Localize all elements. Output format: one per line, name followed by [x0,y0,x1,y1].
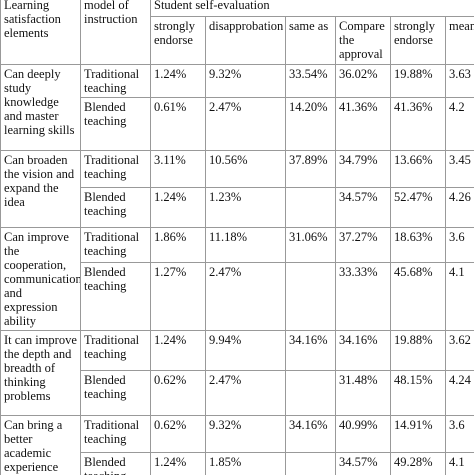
header-cell: model of instruction [80,0,151,65]
value-cell: 41.36% [335,97,391,151]
value-cell: 0.62% [150,415,206,453]
value-cell: 3.6 [444,415,474,453]
element-cell: Can broaden the vision and expand the id… [0,150,81,228]
value-cell: 1.24% [150,330,206,371]
row: Blended teaching 0.62% 2.47% 31.48% 48.15% 4.… [1,370,474,416]
value-cell: 2.47% [205,370,286,416]
value-cell: 3.6 [444,226,474,264]
value-cell: 3.45 [444,150,474,188]
row: Can bring a better academic experience Tr… [0,415,474,475]
model-cell: Blended teaching [80,452,151,475]
value-cell: 19.88% [390,330,446,371]
value-cell: 14.91% [390,415,446,453]
subheader-cell: Compare the approval [335,16,391,65]
value-cell: 4.24 [444,370,474,416]
model-cell: Traditional teaching [80,330,151,371]
element-cell: Can bring a better academic experience [0,415,81,475]
value-cell: 1.24% [150,187,206,228]
value-cell: 1.86% [150,226,206,264]
value-cell: 3.63 [444,64,474,98]
value-cell: 1.24% [150,64,206,98]
value-cell: 10.56% [205,150,286,188]
value-cell: 33.33% [335,262,391,331]
subheader-cell: same as [285,16,336,65]
model-cell: Blended teaching [80,370,151,416]
value-cell: 45.68% [390,262,446,331]
model-cell: Traditional teaching [80,415,151,453]
value-cell: 33.54% [285,64,336,98]
value-cell: 4.1 [444,262,474,331]
value-cell: 9.32% [205,415,286,453]
model-cell: Blended teaching [80,97,151,151]
value-cell [285,187,336,228]
model-cell: Blended teaching [80,262,151,331]
value-cell: 37.27% [335,226,391,264]
value-cell: 0.61% [150,97,206,151]
value-cell: 31.48% [335,370,391,416]
value-cell: 9.32% [205,64,286,98]
subheader-cell: mean [444,16,474,65]
value-cell: 1.85% [205,452,286,475]
header-cell: Learning satisfaction elements [0,0,81,65]
value-cell: 9.94% [205,330,286,371]
value-cell: 52.47% [390,187,446,228]
value-cell: 4.26 [444,187,474,228]
row: Can deeply study knowledge and master le… [0,64,474,151]
header-cell: Student self-evaluation [149,0,474,17]
value-cell: 13.66% [390,150,446,188]
value-cell: 34.16% [285,415,336,453]
element-cell: Can improve the cooperation, communicati… [0,227,81,331]
row: Can improve the cooperation, communicati… [0,226,474,331]
value-cell: 31.06% [285,226,336,264]
value-cell: 34.16% [285,330,336,371]
value-cell [285,452,336,475]
value-cell: 3.11% [150,150,206,188]
value-cell: 40.99% [335,415,391,453]
row: It can improve the depth and breadth of … [0,330,474,416]
value-cell: 2.47% [205,262,286,331]
subheader-cell: disapprobation [205,16,286,65]
row: Blended teaching 1.24% 1.23% 34.57% 52.47% 4.… [1,187,474,228]
value-cell: 11.18% [205,226,286,264]
value-cell: 4.2 [444,97,474,151]
model-cell: Blended teaching [80,187,151,228]
model-cell: Traditional teaching [80,150,151,188]
value-cell: 1.27% [150,262,206,331]
row: Blended teaching 0.61% 2.47% 14.20% 41.36% 41… [1,97,474,151]
model-cell: Traditional teaching [80,64,151,98]
value-cell: 0.62% [150,370,206,416]
model-cell: Traditional teaching [80,226,151,264]
element-cell: It can improve the depth and breadth of … [0,330,81,416]
value-cell [285,262,336,331]
value-cell: 37.89% [285,150,336,188]
value-cell: 2.47% [205,97,286,151]
subheader-cell: strongly endorse [390,16,446,65]
value-cell: 49.28% [390,452,446,475]
value-cell: 18.63% [390,226,446,264]
value-cell: 41.36% [390,97,446,151]
value-cell: 19.88% [390,64,446,98]
value-cell: 3.62 [444,330,474,371]
value-cell [285,370,336,416]
value-cell: 4.1 [444,452,474,475]
value-cell: 34.57% [335,187,391,228]
value-cell: 34.16% [335,330,391,371]
value-cell: 34.57% [335,452,391,475]
value-cell: 1.23% [205,187,286,228]
value-cell: 1.24% [150,452,206,475]
value-cell: 14.20% [285,97,336,151]
value-cell: 36.02% [335,64,391,98]
value-cell: 48.15% [390,370,446,416]
value-cell: 34.79% [335,150,391,188]
row: Blended teaching 1.27% 2.47% 33.33% 45.68% 4.… [1,262,474,331]
subheader-cell: strongly endorse [150,16,206,65]
element-cell: Can deeply study knowledge and master le… [0,64,81,151]
row: Can broaden the vision and expand the id… [0,150,474,228]
